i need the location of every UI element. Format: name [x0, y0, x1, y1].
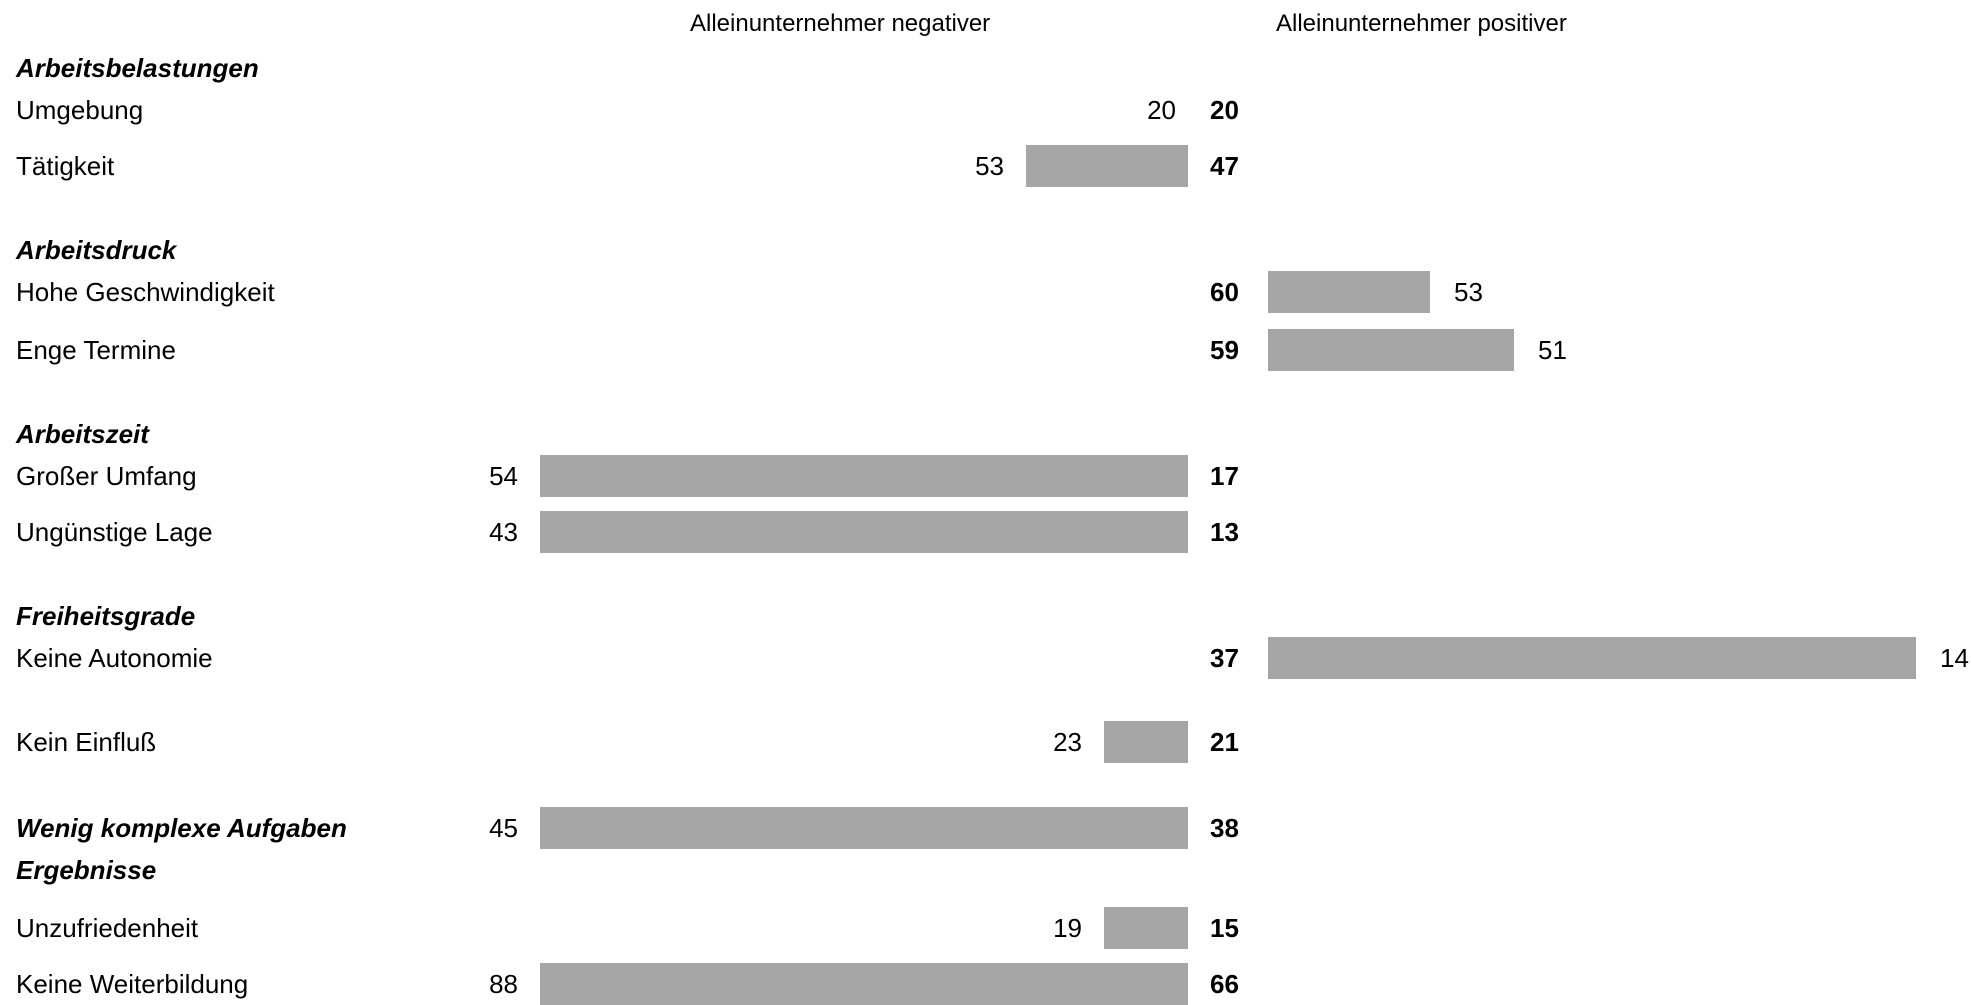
series-value: 88 [489, 969, 518, 999]
row-label: Keine Autonomie [16, 643, 213, 673]
bar-negative [540, 455, 1188, 497]
bar-negative [540, 807, 1188, 849]
bar-positive [1268, 271, 1430, 313]
row-label: Unzufriedenheit [16, 913, 199, 943]
series-value: 51 [1538, 335, 1567, 365]
section-heading: Arbeitsdruck [16, 235, 177, 265]
series-value: 23 [1053, 727, 1082, 757]
series-value: 53 [1454, 277, 1483, 307]
center-value: 17 [1210, 461, 1239, 491]
center-value: 59 [1210, 335, 1239, 365]
row-label: Wenig komplexe Aufgaben [16, 813, 347, 843]
series-header-negative: Alleinunternehmer negativer [690, 10, 991, 37]
bar-positive [1268, 329, 1514, 371]
row-label: Keine Weiterbildung [16, 969, 249, 999]
bar-negative [540, 511, 1188, 553]
series-value: 54 [489, 461, 518, 491]
center-value: 38 [1210, 813, 1239, 843]
bar-negative [1104, 721, 1188, 763]
bar-negative [1026, 145, 1188, 187]
series-value: 14 [1940, 643, 1969, 673]
section-heading: Ergebnisse [16, 855, 157, 885]
center-value: 13 [1210, 517, 1239, 547]
center-value: 15 [1210, 913, 1239, 943]
series-value: 53 [975, 151, 1004, 181]
center-value: 37 [1210, 643, 1239, 673]
center-value: 66 [1210, 969, 1239, 999]
series-value: 20 [1147, 95, 1176, 125]
center-value: 20 [1210, 95, 1239, 125]
row-label: Enge Termine [16, 335, 176, 365]
bar-negative [540, 963, 1188, 1005]
center-value: 47 [1210, 151, 1239, 181]
series-value: 19 [1053, 913, 1082, 943]
center-value: 21 [1210, 727, 1239, 757]
row-label: Kein Einfluß [16, 727, 157, 757]
row-label: Hohe Geschwindigkeit [16, 277, 275, 307]
center-value: 60 [1210, 277, 1239, 307]
section-heading: Arbeitsbelastungen [16, 53, 259, 83]
series-value: 43 [489, 517, 518, 547]
row-label: Umgebung [16, 95, 144, 125]
row-label: Tätigkeit [16, 151, 115, 181]
series-header-positive: Alleinunternehmer positiver [1276, 10, 1567, 37]
bar-positive [1268, 637, 1916, 679]
series-value: 45 [489, 813, 518, 843]
section-heading: Freiheitsgrade [16, 601, 196, 631]
row-label: Ungünstige Lage [16, 517, 213, 547]
bar-negative [1104, 907, 1188, 949]
row-label: Großer Umfang [16, 461, 197, 491]
section-heading: Arbeitszeit [16, 419, 149, 449]
